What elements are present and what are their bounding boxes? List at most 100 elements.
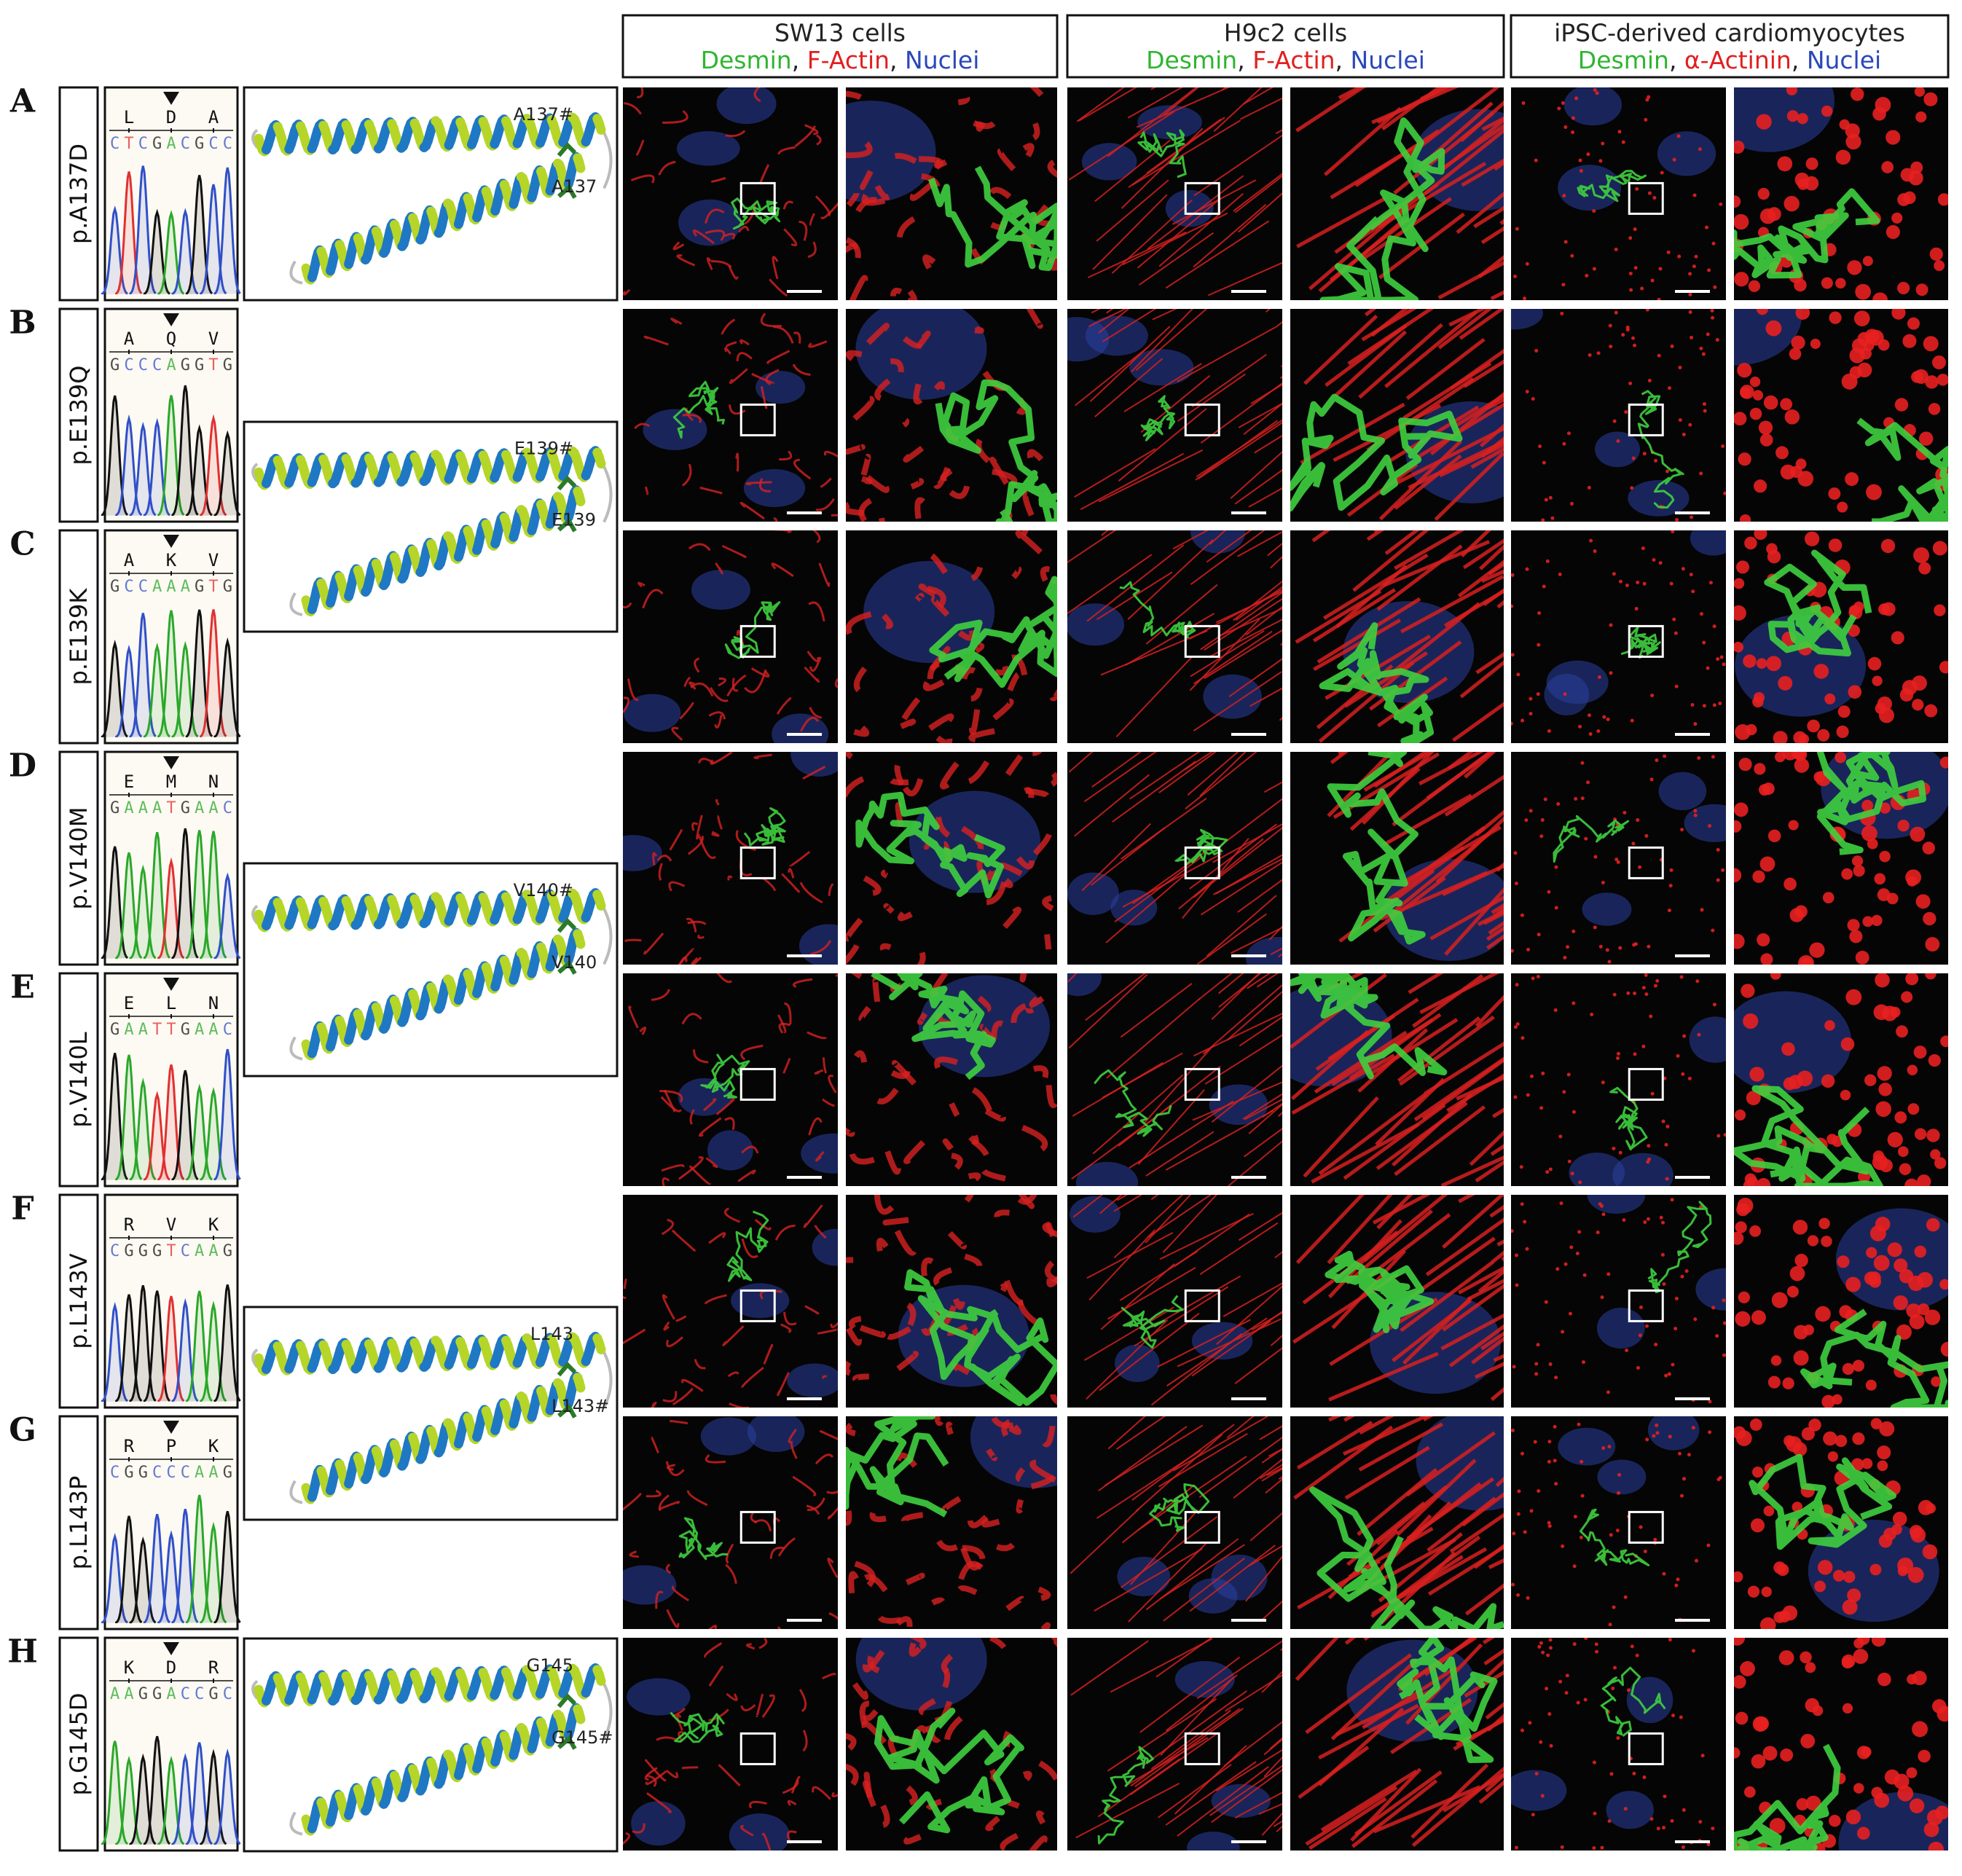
actinin-dot [1627, 1688, 1631, 1692]
actinin-dot [1547, 1524, 1552, 1528]
actin-cortex [721, 544, 747, 558]
micrograph [1511, 1416, 1726, 1629]
actin-fiber [1227, 991, 1282, 1041]
actin-cortex [726, 674, 747, 696]
desmin-network [1290, 973, 1448, 1080]
actinin-dot [1734, 195, 1741, 208]
actin-fiber [1295, 1195, 1365, 1265]
amino-acid: V [208, 550, 219, 570]
amino-acid: K [208, 1214, 219, 1235]
actinin-dot [1721, 444, 1725, 448]
actin-cortex [1032, 833, 1052, 856]
actin-cortex [1044, 933, 1052, 950]
actin-cortex [739, 339, 750, 346]
actin-fiber [1228, 658, 1282, 698]
actin-cortex [705, 1453, 726, 1464]
actin-fiber [1461, 158, 1504, 187]
mutation-label: p.L143P [65, 1476, 93, 1570]
amino-acid: Q [166, 329, 176, 349]
base: A [195, 1464, 204, 1482]
actin-fiber [1135, 1433, 1223, 1512]
actinin-dot [1554, 1482, 1558, 1486]
actin-fiber [1119, 1250, 1198, 1301]
micrograph [1734, 87, 1948, 300]
actinin-dot [1818, 1217, 1830, 1230]
actin-fiber [1411, 1766, 1504, 1848]
actinin-dot [1743, 1180, 1755, 1186]
actin-cortex [731, 678, 739, 692]
actin-cortex [729, 1402, 750, 1408]
actinin-dot [1650, 278, 1655, 283]
actin-fiber [1480, 226, 1504, 245]
actinin-dot [1914, 87, 1926, 97]
actinin-dot [1690, 515, 1694, 519]
actin-cortex [688, 1165, 711, 1185]
actin-cortex [642, 589, 664, 609]
actinin-dot [1626, 991, 1631, 995]
actin-fiber [1199, 752, 1247, 797]
column-title: SW13 cells [774, 19, 906, 47]
actin-cortex [672, 241, 685, 251]
actinin-dot [1682, 1034, 1687, 1038]
actinin-dot [1697, 755, 1701, 760]
actin-fiber [1421, 1057, 1504, 1121]
actin-cortex [942, 1138, 954, 1151]
actinin-dot [1899, 1163, 1912, 1175]
actinin-dot [1923, 92, 1938, 106]
actin-cortex [914, 592, 925, 602]
actinin-dot [1537, 611, 1542, 616]
actinin-dot [1561, 1330, 1565, 1334]
zoom-box [1628, 1289, 1664, 1322]
actinin-dot [1693, 813, 1698, 817]
actin-cortex [726, 1692, 738, 1701]
actinin-dot [1741, 984, 1755, 998]
actin-cortex [696, 815, 703, 840]
actinin-dot [1641, 986, 1646, 990]
actinin-dot [1670, 1198, 1674, 1202]
actin-cortex [779, 450, 793, 460]
actinin-dot [1793, 1350, 1809, 1366]
actinin-dot [1511, 653, 1515, 657]
base: C [223, 135, 232, 153]
actin-fiber [1444, 887, 1504, 956]
actin-cortex [894, 152, 917, 165]
actin-fiber [1125, 613, 1215, 667]
micrograph [1067, 1195, 1282, 1408]
actin-fiber [1157, 1764, 1232, 1818]
actinin-dot [1734, 820, 1742, 833]
actin-cortex [828, 883, 834, 896]
actin-cortex [880, 1804, 890, 1828]
actin-cortex [896, 216, 916, 238]
actin-fiber [1193, 1013, 1282, 1057]
actinin-dot [1650, 693, 1655, 697]
actinin-dot [1847, 1588, 1861, 1603]
actinin-dot [1593, 549, 1597, 553]
micrograph [623, 973, 838, 1186]
actin-cortex [792, 1475, 817, 1496]
actin-cortex [1045, 1222, 1056, 1238]
actin-fiber [1206, 895, 1277, 957]
actinin-dot [1618, 1150, 1622, 1155]
actinin-dot [1688, 423, 1692, 427]
actinin-dot [1786, 1285, 1799, 1298]
actinin-dot [1784, 195, 1800, 212]
actinin-dot [1701, 352, 1706, 356]
actinin-dot [1937, 193, 1948, 206]
actin-cortex [624, 938, 642, 943]
actinin-dot [1548, 1638, 1553, 1642]
actinin-dot [1769, 1818, 1786, 1834]
actinin-dot [1924, 1309, 1941, 1325]
mutation-label: p.G145D [65, 1693, 93, 1796]
actin-cortex [909, 1642, 922, 1657]
actinin-dot [1668, 884, 1673, 888]
separator: , [1237, 46, 1252, 74]
actin-cortex [828, 1075, 837, 1094]
actin-cortex [784, 1002, 792, 1025]
actinin-dot [1580, 796, 1585, 801]
helix-segment [594, 1669, 606, 1686]
actinin-dot [1800, 1651, 1812, 1664]
actinin-dot [1666, 250, 1671, 254]
actinin-dot [1734, 641, 1744, 653]
actin-fiber [1261, 1448, 1282, 1464]
actin-cortex [725, 1563, 737, 1585]
